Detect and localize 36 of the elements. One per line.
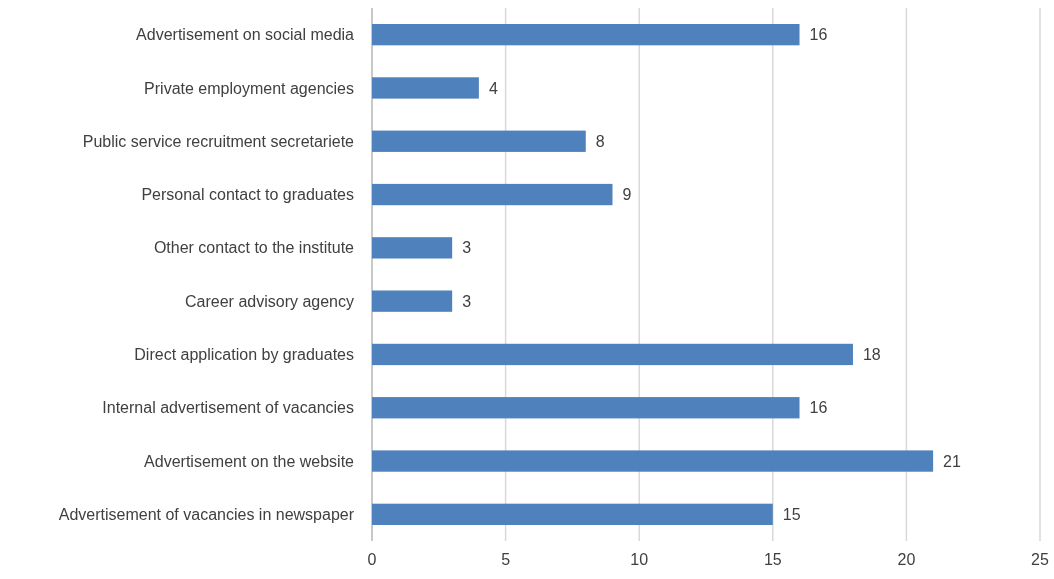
- data-label: 16: [809, 26, 828, 44]
- bar: [372, 397, 800, 419]
- bar: [372, 290, 453, 312]
- data-label: 21: [943, 452, 962, 470]
- data-label: 3: [462, 239, 472, 257]
- data-label: 3: [462, 292, 472, 310]
- data-label: 15: [782, 505, 801, 523]
- y-tick-label: Advertisement of vacancies in newspaper: [58, 505, 355, 523]
- x-tick-label: 0: [367, 551, 377, 568]
- y-tick-label: Internal advertisement of vacancies: [102, 399, 354, 417]
- y-tick-label: Private employment agencies: [144, 79, 354, 97]
- x-tick-label: 10: [630, 551, 649, 568]
- data-label: 4: [488, 79, 498, 97]
- y-tick-label: Other contact to the institute: [153, 239, 355, 257]
- bar: [372, 183, 613, 206]
- y-tick-label: Personal contact to graduates: [141, 186, 354, 204]
- y-tick-label: Direct application by graduates: [134, 346, 354, 364]
- bar: [372, 503, 773, 526]
- data-label: 18: [862, 346, 881, 364]
- bar: [372, 450, 934, 472]
- y-tick-label: Advertisement on the website: [144, 452, 355, 470]
- y-tick-label: Advertisement on social media: [136, 26, 355, 44]
- x-tick-label: 15: [763, 551, 782, 568]
- data-label: 16: [809, 399, 828, 417]
- y-tick-label: Career advisory agency: [185, 292, 354, 310]
- bar: [372, 130, 586, 152]
- x-tick-label: 25: [1031, 551, 1049, 568]
- bar: [372, 23, 800, 46]
- y-tick-label: Public service recruitment secretariete: [82, 132, 355, 150]
- data-label: 8: [595, 132, 605, 150]
- x-tick-label: 20: [897, 551, 916, 568]
- bar: [372, 237, 453, 259]
- x-tick-label: 5: [501, 551, 511, 568]
- bar: [372, 77, 479, 99]
- data-label: 9: [622, 186, 632, 204]
- bar: [372, 343, 853, 366]
